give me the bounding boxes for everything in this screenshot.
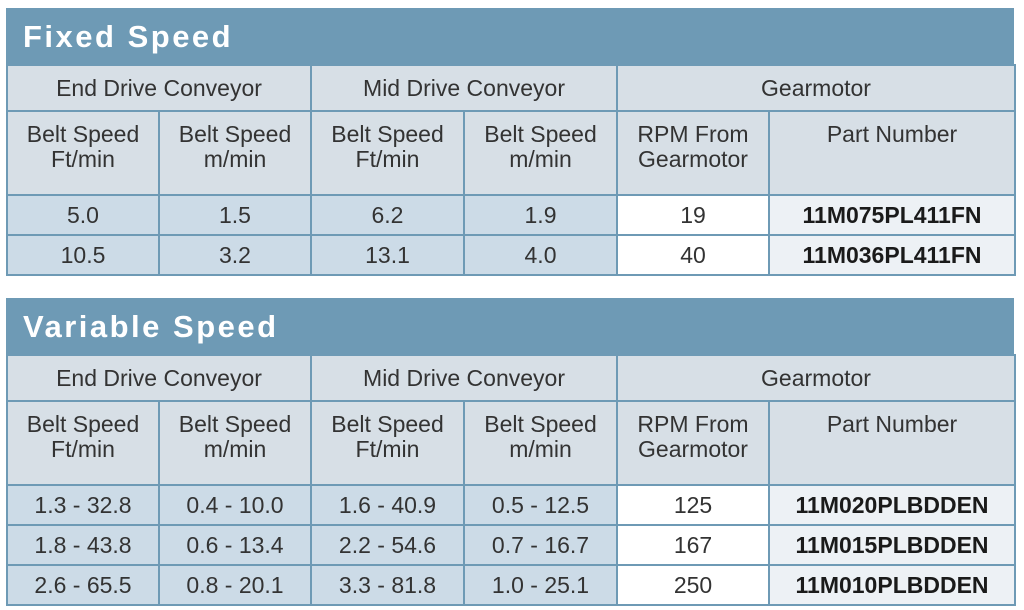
col-header-end-ft: Belt Speed Ft/min [6, 400, 160, 486]
group-header-row: End Drive Conveyor Mid Drive Conveyor Ge… [6, 64, 1017, 112]
col-header-end-ft: Belt Speed Ft/min [6, 110, 160, 196]
cell-mid-ft: 3.3 - 81.8 [310, 564, 465, 606]
cell-mid-m: 1.0 - 25.1 [462, 564, 619, 606]
table-row: 10.5 3.2 13.1 4.0 40 11M036PL411FN [6, 234, 1017, 276]
col-header-mid-ft: Belt Speed Ft/min [310, 110, 465, 196]
group-gearmotor: Gearmotor [616, 64, 1017, 112]
table-row: 1.3 - 32.8 0.4 - 10.0 1.6 - 40.9 0.5 - 1… [6, 484, 1017, 526]
col-header-end-m: Belt Speed m/min [158, 400, 312, 486]
column-header-row: Belt Speed Ft/min Belt Speed m/min Belt Sp… [6, 110, 1017, 196]
cell-mid-m: 1.9 [462, 194, 619, 236]
cell-mid-ft: 6.2 [310, 194, 465, 236]
fixed-speed-title-bar: Fixed Speed [6, 8, 1014, 64]
cell-end-ft: 10.5 [6, 234, 160, 276]
cell-end-ft: 2.6 - 65.5 [6, 564, 160, 606]
group-end-drive: End Drive Conveyor [6, 64, 312, 112]
group-gearmotor: Gearmotor [616, 354, 1017, 402]
cell-part-number: 11M036PL411FN [768, 234, 1017, 276]
cell-rpm: 167 [616, 524, 771, 566]
cell-rpm: 19 [616, 194, 771, 236]
table-row: 1.8 - 43.8 0.6 - 13.4 2.2 - 54.6 0.7 - 1… [6, 524, 1017, 566]
col-header-mid-m: Belt Speed m/min [462, 110, 619, 196]
col-header-mid-ft: Belt Speed Ft/min [310, 400, 465, 486]
col-header-end-m: Belt Speed m/min [158, 110, 312, 196]
cell-end-m: 1.5 [158, 194, 312, 236]
group-header-row: End Drive Conveyor Mid Drive Conveyor Ge… [6, 354, 1017, 402]
cell-mid-ft: 13.1 [310, 234, 465, 276]
fixed-speed-title: Fixed Speed [23, 19, 234, 54]
cell-mid-m: 0.5 - 12.5 [462, 484, 619, 526]
cell-rpm: 125 [616, 484, 771, 526]
cell-end-ft: 5.0 [6, 194, 160, 236]
col-header-rpm: RPM From Gearmotor [616, 400, 771, 486]
cell-mid-ft: 1.6 - 40.9 [310, 484, 465, 526]
group-mid-drive: Mid Drive Conveyor [309, 354, 619, 402]
col-header-rpm: RPM From Gearmotor [616, 110, 771, 196]
cell-end-ft: 1.3 - 32.8 [6, 484, 160, 526]
group-mid-drive: Mid Drive Conveyor [309, 64, 619, 112]
variable-speed-table: End Drive Conveyor Mid Drive Conveyor Ge… [6, 354, 1017, 606]
cell-mid-ft: 2.2 - 54.6 [310, 524, 465, 566]
table-row: 2.6 - 65.5 0.8 - 20.1 3.3 - 81.8 1.0 - 2… [6, 564, 1017, 606]
cell-end-m: 3.2 [158, 234, 312, 276]
cell-rpm: 40 [616, 234, 771, 276]
cell-part-number: 11M020PLBDDEN [768, 484, 1017, 526]
variable-speed-title: Variable Speed [23, 309, 279, 344]
cell-part-number: 11M075PL411FN [768, 194, 1017, 236]
cell-rpm: 250 [616, 564, 771, 606]
col-header-part-number: Part Number [768, 110, 1017, 196]
col-header-part-number: Part Number [768, 400, 1017, 486]
column-header-row: Belt Speed Ft/min Belt Speed m/min Belt Sp… [6, 400, 1017, 486]
cell-part-number: 11M010PLBDDEN [768, 564, 1017, 606]
cell-mid-m: 4.0 [462, 234, 619, 276]
variable-speed-section: Variable Speed End Drive Conveyor Mid Dr… [6, 298, 1017, 606]
table-row: 5.0 1.5 6.2 1.9 19 11M075PL411FN [6, 194, 1017, 236]
group-end-drive: End Drive Conveyor [6, 354, 312, 402]
cell-part-number: 11M015PLBDDEN [768, 524, 1017, 566]
col-header-mid-m: Belt Speed m/min [462, 400, 619, 486]
cell-mid-m: 0.7 - 16.7 [462, 524, 619, 566]
cell-end-m: 0.6 - 13.4 [158, 524, 312, 566]
fixed-speed-table: End Drive Conveyor Mid Drive Conveyor Ge… [6, 64, 1017, 276]
fixed-speed-section: Fixed Speed End Drive Conveyor Mid Drive… [6, 8, 1017, 276]
cell-end-m: 0.8 - 20.1 [158, 564, 312, 606]
variable-speed-title-bar: Variable Speed [6, 298, 1014, 354]
cell-end-ft: 1.8 - 43.8 [6, 524, 160, 566]
cell-end-m: 0.4 - 10.0 [158, 484, 312, 526]
